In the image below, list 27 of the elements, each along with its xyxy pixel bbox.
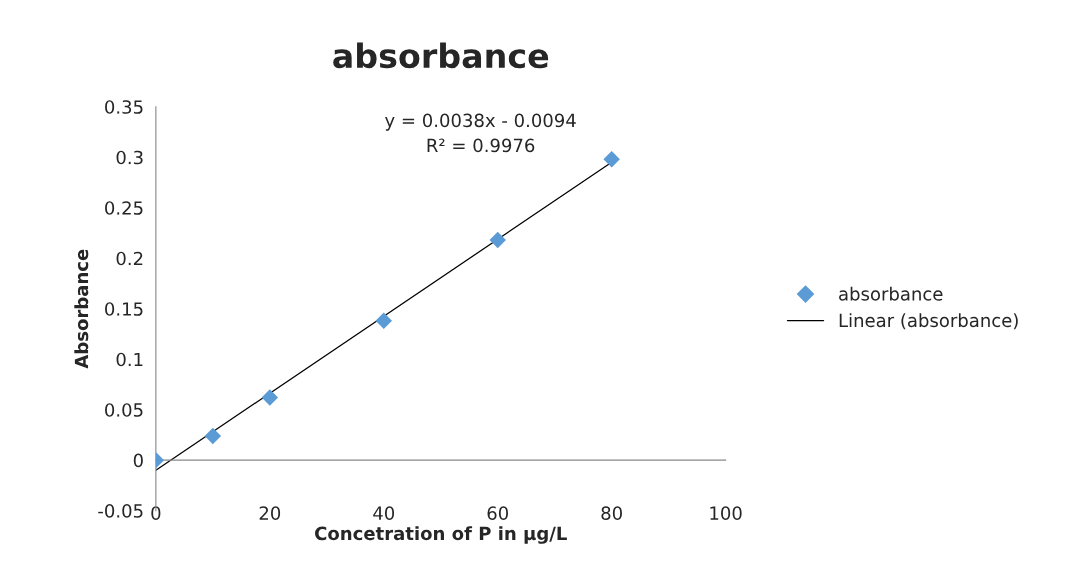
x-tick-label: 20 — [259, 506, 281, 520]
y-tick-label: 0.15 — [105, 302, 143, 316]
point — [489, 231, 506, 249]
x-tick-label: 100 — [710, 506, 742, 520]
x-axis-title: Concetration of P in µg/L — [315, 526, 567, 544]
x-tick-label: 60 — [487, 506, 509, 520]
y-tick-label: 0.35 — [105, 100, 143, 114]
point — [204, 427, 222, 445]
y-tick-label: 0.05 — [105, 403, 143, 417]
legend-label: Linear (absorbance) — [839, 313, 1018, 330]
point — [261, 389, 279, 406]
point — [603, 151, 620, 168]
annotation: R² = 0.9976 — [427, 138, 535, 153]
y-axis-title: Absorbance — [74, 249, 89, 369]
y-tick-label: 0 — [133, 453, 143, 468]
y-tick-label: 0.25 — [105, 201, 143, 215]
point — [375, 312, 392, 330]
x-tick-label: 40 — [373, 506, 395, 520]
x-tick-label: 80 — [601, 506, 622, 520]
y-tick-label: 0.3 — [116, 150, 143, 165]
y-tick-label: -0.05 — [98, 504, 143, 518]
chart-title: absorbance — [333, 42, 549, 69]
y-tick-label: 0.1 — [116, 352, 143, 367]
legend-label: absorbance — [839, 286, 943, 301]
annotation: y = 0.0038x - 0.0094 — [385, 113, 576, 131]
x-tick-label: 0 — [151, 506, 161, 520]
y-tick-label: 0.2 — [116, 251, 143, 266]
